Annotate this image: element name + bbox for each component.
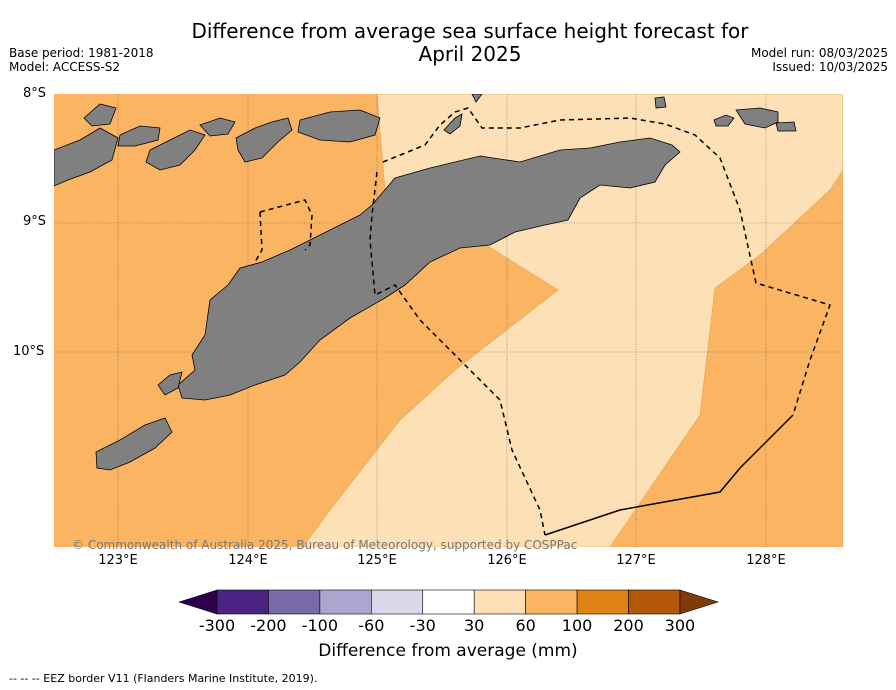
pantar-island xyxy=(199,117,236,137)
base-period: Base period: 1981-2018 xyxy=(9,46,154,60)
eez-border-dashed-main xyxy=(382,107,831,416)
lon-label-124e: 124°E xyxy=(228,553,268,568)
lembata-island xyxy=(145,129,206,171)
islet-east-2 xyxy=(775,121,797,132)
lon-label-128e: 128°E xyxy=(746,553,786,568)
solor-island xyxy=(117,125,161,147)
rote-island xyxy=(157,371,183,396)
lon-label-125e: 125°E xyxy=(357,553,397,568)
meta-right: Model run: 08/03/2025 Issued: 10/03/2025 xyxy=(751,46,888,74)
colorbar-tick-label: -200 xyxy=(250,616,287,635)
lat-label-10s: 10°S xyxy=(13,344,45,359)
colorbar-extend-low xyxy=(178,589,218,615)
islet-north-2 xyxy=(471,94,483,103)
colorbar-segment xyxy=(525,589,578,615)
flores-island xyxy=(54,127,119,187)
colorbar-tick-label: -300 xyxy=(198,616,236,635)
issued-date: Issued: 10/03/2025 xyxy=(772,60,888,74)
colorbar-tick-label: 200 xyxy=(613,616,644,635)
eez-border xyxy=(254,107,831,536)
model-name: Model: ACCESS-S2 xyxy=(9,60,121,74)
lon-label-126e: 126°E xyxy=(487,553,527,568)
colorbar-tick-label: -30 xyxy=(409,616,436,635)
wetar-island xyxy=(297,109,381,143)
copyright-notice: © Commonwealth of Australia 2025, Bureau… xyxy=(72,538,578,552)
eez-border-dashed-oecusse xyxy=(259,199,313,251)
colorbar-tick-label: 300 xyxy=(664,616,696,635)
colorbar-tick-label: 100 xyxy=(561,616,593,635)
alor-island xyxy=(235,117,293,163)
colorbar-segment xyxy=(422,589,475,615)
timor-island xyxy=(177,137,681,401)
graticule xyxy=(54,94,843,547)
eez-footnote: -- -- -- EEZ border V11 (Flanders Marine… xyxy=(9,672,318,685)
colorbar-tick-label: -60 xyxy=(358,616,385,635)
colorbar-segment xyxy=(268,589,321,615)
colorbar-extend-high xyxy=(679,589,719,615)
lon-label-123e: 123°E xyxy=(98,553,138,568)
damar-island xyxy=(735,107,779,129)
colorbar-segment xyxy=(319,589,372,615)
colorbar-segment xyxy=(576,589,629,615)
atauro-islet xyxy=(443,113,463,135)
lat-label-8s: 8°S xyxy=(23,86,47,101)
colorbar-segment xyxy=(473,589,526,615)
title-line-2: April 2025 xyxy=(418,42,522,66)
land-masses xyxy=(54,94,797,471)
eez-border-solid xyxy=(544,414,794,536)
map-title: Difference from average sea surface heig… xyxy=(150,20,790,66)
title-line-1: Difference from average sea surface heig… xyxy=(191,19,749,43)
colorbar-tick-label: -100 xyxy=(301,616,339,635)
colorbar-tick-label: 30 xyxy=(464,616,485,635)
meta-left: Base period: 1981-2018 Model: ACCESS-S2 xyxy=(9,46,154,74)
eez-border-dashed-oecusse-west xyxy=(254,211,263,263)
islet-east-1 xyxy=(713,114,735,127)
colorbar-segment xyxy=(371,589,424,615)
islet-north-1 xyxy=(654,96,667,109)
sumba-east-tip xyxy=(95,417,173,471)
map-layers xyxy=(54,94,843,547)
model-run: Model run: 08/03/2025 xyxy=(750,46,888,60)
colorbar-title: Difference from average (mm) xyxy=(318,641,578,661)
lon-label-127e: 127°E xyxy=(616,553,656,568)
colorbar-segment xyxy=(628,589,681,615)
colorbar-segment xyxy=(216,589,269,615)
flores-north-islet xyxy=(83,103,117,127)
colorbar-tick-label: 60 xyxy=(515,616,536,635)
colorbar-segments xyxy=(216,589,681,615)
lat-label-9s: 9°S xyxy=(23,214,47,229)
